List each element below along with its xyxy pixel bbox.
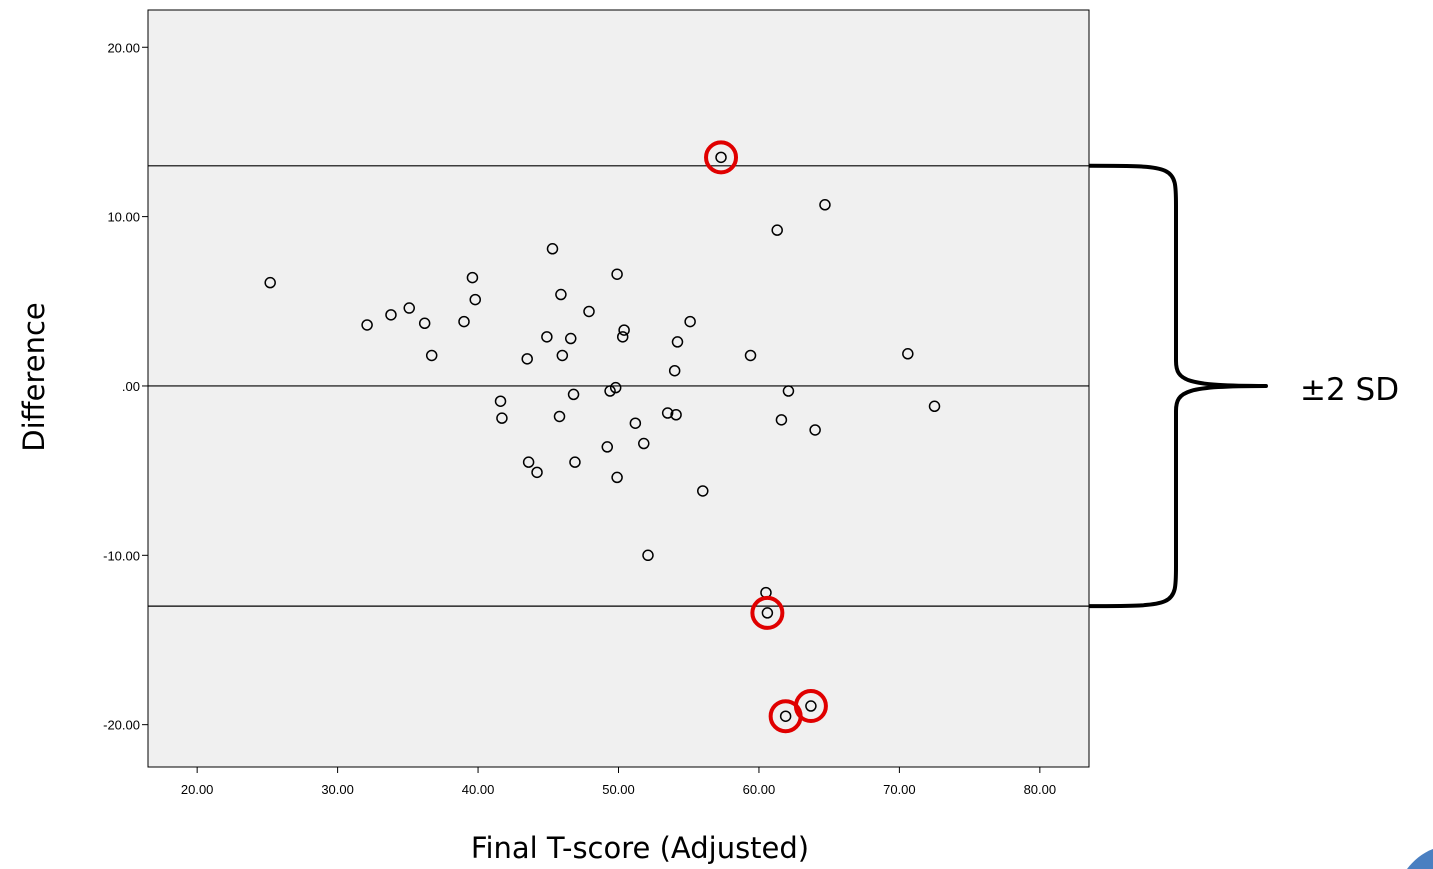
data-point <box>425 349 438 362</box>
sd-bracket <box>1088 163 1268 609</box>
y-tick-label: 20.00 <box>107 40 140 55</box>
data-point <box>546 243 559 255</box>
outlier-highlight-circle <box>793 689 828 724</box>
data-point <box>567 388 580 401</box>
data-point <box>556 349 569 362</box>
data-point <box>609 381 622 394</box>
x-tick-label: 50.00 <box>602 782 635 797</box>
data-point <box>361 319 373 331</box>
data-points <box>264 151 941 722</box>
data-point <box>601 441 614 453</box>
data-point <box>469 293 481 306</box>
data-point <box>611 471 623 484</box>
x-tick-label: 20.00 <box>181 782 214 797</box>
x-tick-label: 30.00 <box>321 782 354 797</box>
data-point <box>541 331 553 343</box>
data-point <box>604 385 616 397</box>
data-point <box>458 315 470 328</box>
x-axis: 20.00 30.00 40.00 50.00 60.00 70.00 80.00 <box>181 767 1056 797</box>
data-point <box>779 710 792 722</box>
data-point <box>618 324 630 336</box>
sd-bracket-label: ±2 SD <box>1300 372 1399 408</box>
data-point <box>496 412 508 424</box>
data-point <box>761 607 774 619</box>
y-tick-label: -20.00 <box>103 718 140 733</box>
y-axis-title: Difference <box>17 302 51 452</box>
y-tick-label: -10.00 <box>103 548 140 563</box>
data-point <box>744 349 757 362</box>
outlier-highlight-circle <box>750 595 785 630</box>
data-point <box>819 199 831 211</box>
corner-decoration <box>1407 849 1433 869</box>
data-point <box>521 353 533 365</box>
data-point <box>564 332 577 345</box>
data-point <box>616 331 629 343</box>
outlier-highlight-circle <box>704 140 739 175</box>
data-point <box>805 700 817 712</box>
data-point <box>531 466 543 479</box>
data-point <box>661 407 674 419</box>
data-point <box>902 348 914 360</box>
y-tick-label: 10.00 <box>107 210 140 225</box>
plot-area <box>147 9 1090 768</box>
data-point <box>385 309 397 321</box>
data-point <box>264 276 276 289</box>
data-point <box>642 549 654 562</box>
data-point <box>670 408 682 421</box>
reference-lines <box>148 165 1089 607</box>
x-tick-label: 70.00 <box>883 782 916 797</box>
data-point <box>583 305 595 318</box>
highlight-circles <box>704 140 828 734</box>
data-point <box>715 151 727 164</box>
data-point <box>782 385 795 397</box>
data-point <box>555 288 567 301</box>
data-point <box>771 224 783 236</box>
data-point <box>418 317 431 330</box>
data-point <box>494 395 507 407</box>
data-point <box>684 315 696 328</box>
data-point <box>668 364 681 377</box>
data-point <box>928 400 941 413</box>
data-point <box>809 424 821 436</box>
y-axis: 20.00 10.00 .00 -10.00 -20.00 <box>103 40 148 733</box>
data-point <box>403 302 415 314</box>
data-point <box>466 271 479 284</box>
data-point <box>638 437 650 450</box>
data-point <box>775 414 788 426</box>
data-point <box>611 268 623 280</box>
data-point <box>629 417 642 429</box>
data-point <box>569 456 581 468</box>
data-point <box>522 456 535 468</box>
x-tick-label: 40.00 <box>462 782 495 797</box>
x-tick-label: 60.00 <box>743 782 776 797</box>
x-tick-label: 80.00 <box>1024 782 1057 797</box>
y-tick-label: .00 <box>122 379 140 394</box>
data-point <box>697 485 709 497</box>
data-point <box>553 410 566 423</box>
data-point <box>671 336 684 348</box>
x-axis-title: Final T-score (Adjusted) <box>471 831 809 865</box>
